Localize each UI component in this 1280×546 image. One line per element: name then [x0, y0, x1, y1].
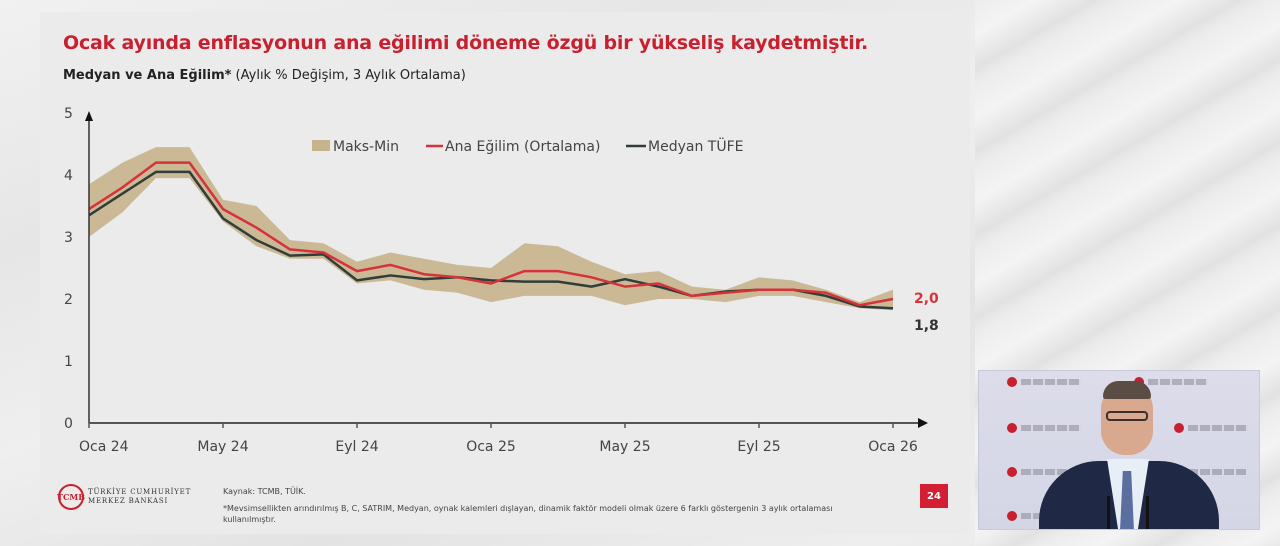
- medyan-end-value: 1,8: [914, 318, 939, 334]
- y-axis-arrow-icon: [85, 111, 93, 121]
- legend-band-swatch: [312, 140, 330, 151]
- x-axis-arrow-icon: [918, 418, 928, 428]
- chart-legend: Maks-Min Ana Eğilim (Ortalama) Medyan TÜFE: [312, 137, 743, 155]
- legend-band-label: Maks-Min: [333, 139, 399, 155]
- tcmb-logo: TCMB TÜRKİYE CUMHURİYET MERKEZ BANKASI: [57, 484, 191, 510]
- chart-subtitle-bold: Medyan ve Ana Eğilim*: [63, 68, 232, 83]
- backdrop-logo: [1007, 467, 1081, 477]
- maks-min-band: [89, 147, 893, 311]
- backdrop-logo: [1007, 377, 1081, 387]
- logo-line-1: TÜRKİYE CUMHURİYET: [88, 488, 192, 496]
- slide-title: Ocak ayında enflasyonun ana eğilimi döne…: [63, 32, 869, 54]
- maks-min-area: [89, 147, 893, 311]
- ana-egilim-end-value: 2,0: [914, 291, 939, 307]
- x-tick-label: Oca 25: [466, 439, 516, 455]
- backdrop-logo: [1174, 423, 1248, 433]
- speaker-tie: [1120, 471, 1134, 529]
- speaker-hair: [1103, 381, 1151, 399]
- chart-subtitle: Medyan ve Ana Eğilim* (Aylık % Değişim, …: [63, 68, 466, 83]
- x-tick-label: Oca 26: [868, 439, 918, 455]
- chart-subtitle-rest: (Aylık % Değişim, 3 Aylık Ortalama): [231, 68, 466, 83]
- y-tick-label: 3: [64, 230, 73, 246]
- glasses-icon: [1106, 411, 1148, 421]
- y-tick-label: 0: [64, 416, 73, 432]
- x-tick-label: May 25: [599, 439, 650, 455]
- speaker-video-inset[interactable]: [978, 370, 1260, 530]
- ana-egilim-line: [88, 161, 894, 307]
- y-tick-label: 1: [64, 354, 73, 370]
- microphone-icon: [1146, 496, 1149, 529]
- tcmb-logo-mark-icon: TCMB: [57, 484, 85, 510]
- x-tick-label: Oca 24: [79, 439, 129, 455]
- y-tick-label: 5: [64, 106, 73, 122]
- line-chart: 0 1 2 3 4 5 Oca 24 May 24 Eyl 24 Oca 25 May 25 Eyl …: [64, 106, 939, 455]
- source-note: Kaynak: TCMB, TÜİK.: [223, 487, 306, 496]
- series-lines: [88, 161, 894, 310]
- footnote: *Mevsimsellikten arındırılmış B, C, SATR…: [223, 504, 833, 524]
- x-tick-label: Eyl 25: [737, 439, 780, 455]
- presentation-slide: Ocak ayında enflasyonun ana eğilimi döne…: [40, 12, 970, 534]
- legend-red-label: Ana Eğilim (Ortalama): [445, 139, 600, 155]
- y-tick-label: 2: [64, 292, 73, 308]
- x-tick-label: Eyl 24: [335, 439, 378, 455]
- end-labels: 2,0 1,8: [914, 291, 939, 334]
- microphone-icon: [1107, 496, 1110, 529]
- chart-axes: 0 1 2 3 4 5 Oca 24 May 24 Eyl 24 Oca 25 May 25 Eyl …: [64, 106, 928, 455]
- logo-line-2: MERKEZ BANKASI: [88, 497, 169, 505]
- page-number-badge: 24: [920, 484, 948, 508]
- legend-dark-label: Medyan TÜFE: [648, 137, 743, 155]
- x-tick-label: May 24: [197, 439, 248, 455]
- tcmb-logo-text: TÜRKİYE CUMHURİYET MERKEZ BANKASI: [88, 488, 191, 506]
- y-tick-label: 4: [64, 168, 73, 184]
- backdrop-logo: [1007, 423, 1081, 433]
